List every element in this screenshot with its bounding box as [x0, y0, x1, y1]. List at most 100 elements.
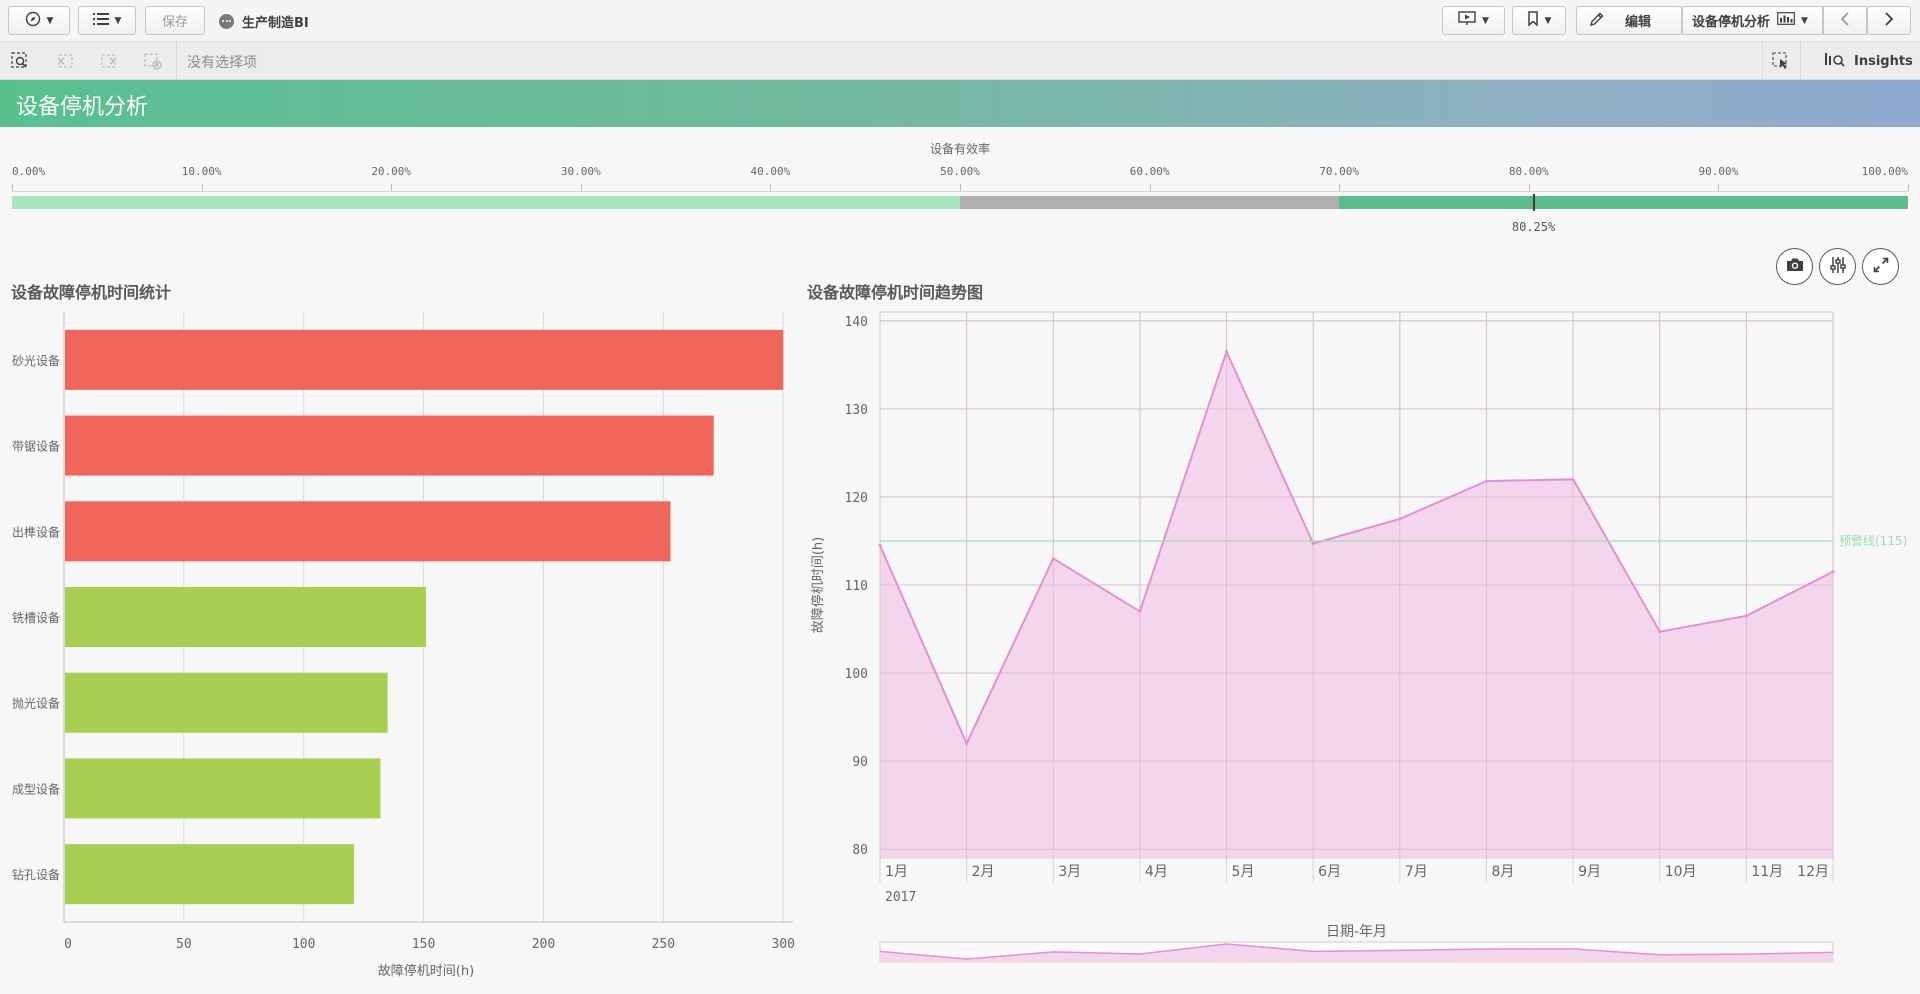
area-chart: 80 90 100 110 120 130 140 1月 2月 3月 4月 5月 6月 7月 8月 9月 10月… [810, 311, 1907, 963]
app-title: 生产制造BI [219, 12, 309, 31]
data-point[interactable] [1051, 557, 1055, 561]
bar-category-label: 抛光设备 [12, 696, 60, 711]
line-y-tick-label: 130 [845, 403, 868, 418]
step-forward-icon[interactable] [98, 51, 120, 71]
data-point[interactable] [1225, 350, 1229, 354]
line-x-tick-label: 8月 [1491, 864, 1514, 880]
data-point[interactable] [1311, 542, 1315, 546]
gauge-tick-label: 40.00% [750, 165, 791, 178]
bar-category-label: 铣槽设备 [12, 611, 60, 625]
line-x-tick-label: 12月 [1797, 864, 1829, 880]
edit-button[interactable]: 编辑 [1576, 6, 1682, 35]
line-x-tick-label: 10月 [1665, 864, 1697, 880]
no-selection-text: 没有选择项 [187, 55, 257, 71]
bookmark-button[interactable]: ▼ [1512, 6, 1566, 35]
sheet-title-band: 设备停机分析 [0, 80, 1920, 127]
gauge-tick-label: 10.00% [181, 165, 222, 178]
selection-bar: 没有选择项 Insights [0, 42, 1920, 80]
gauge-segment[interactable] [12, 196, 960, 209]
reference-line-label: 预警线(115) [1839, 533, 1907, 548]
chevron-down-icon: ▼ [1482, 15, 1489, 26]
previous-sheet-button[interactable] [1823, 6, 1867, 35]
bar[interactable] [65, 672, 388, 733]
data-point[interactable] [878, 543, 882, 547]
line-y-tick-label: 100 [845, 667, 868, 682]
navigation-menu-button[interactable]: ▼ [8, 6, 70, 35]
gauge-tick-mark [1528, 184, 1530, 191]
bar-x-axis-title: 故障停机时间(h) [378, 963, 474, 979]
series-line[interactable] [879, 348, 1834, 746]
next-sheet-button[interactable] [1867, 6, 1911, 35]
bar-chart-title: 设备故障停机时间统计 [11, 283, 172, 302]
line-x-tick-label: 7月 [1405, 864, 1428, 880]
snapshot-button[interactable] [1776, 248, 1813, 285]
chevron-left-icon [1840, 11, 1850, 30]
sheet-title: 设备停机分析 [16, 95, 149, 120]
save-button[interactable]: 保存 [145, 6, 205, 35]
gauge-segment[interactable] [1339, 196, 1908, 209]
bar-x-tick-label: 200 [532, 937, 555, 952]
gauge-tick-mark [1718, 184, 1720, 191]
insights-button[interactable]: Insights [1824, 51, 1913, 71]
bar-category-label: 砂光设备 [12, 354, 60, 368]
chevron-down-icon: ▼ [1801, 15, 1808, 26]
bar[interactable] [65, 329, 784, 390]
gauge-tick-label: 70.00% [1319, 165, 1360, 178]
data-point[interactable] [1744, 614, 1748, 618]
global-menu-button[interactable]: ▼ [78, 6, 136, 35]
line-x-axis-title: 日期-年月 [1326, 924, 1387, 940]
bar-chart: 0 50 100 150 200 250 300 砂光设备带锯设备出榫设备铣槽设备抛光设备成型… [12, 312, 795, 979]
bar-category-label: 成型设备 [12, 782, 60, 796]
gauge-tick-label: 90.00% [1698, 165, 1739, 178]
gauge-tick-mark [1339, 184, 1341, 191]
line-x-tick-label: 9月 [1578, 864, 1601, 880]
bar-x-tick-label: 250 [652, 937, 675, 952]
line-x-tick-label: 11月 [1751, 864, 1783, 880]
bar[interactable] [65, 587, 426, 647]
smart-search-icon[interactable] [10, 51, 32, 71]
line-x-tick-label: 2月 [972, 864, 995, 880]
gauge-tick-mark [201, 184, 203, 191]
data-point[interactable] [1484, 479, 1488, 483]
gauge-segment[interactable] [960, 196, 1340, 209]
insights-label: Insights [1854, 53, 1913, 69]
adjust-button[interactable] [1819, 248, 1856, 285]
bar-x-tick-label: 0 [64, 937, 72, 952]
chevron-down-icon: ▼ [1544, 15, 1552, 26]
gauge-tick-label: 50.00% [940, 165, 980, 178]
bar[interactable] [65, 758, 381, 819]
bar-category-label: 带锯设备 [12, 439, 60, 454]
bar-category-label: 钻孔设备 [12, 867, 60, 882]
step-back-icon[interactable] [54, 51, 76, 71]
camera-icon [1786, 257, 1804, 276]
gauge-tick-mark [12, 184, 13, 191]
gauge-tick-label: 100.00% [1861, 165, 1908, 178]
bar[interactable] [65, 415, 714, 476]
pencil-icon [1589, 11, 1605, 31]
line-y-tick-label: 80 [852, 843, 868, 858]
data-point[interactable] [1571, 477, 1575, 481]
mini-series-line [879, 943, 1834, 960]
gauge-tick-mark [580, 184, 582, 191]
data-point[interactable] [1831, 570, 1835, 574]
bar[interactable] [65, 501, 671, 562]
gauge-tick-label: 30.00% [560, 165, 601, 178]
bar-x-tick-label: 100 [292, 937, 315, 952]
data-point[interactable] [965, 742, 969, 746]
present-button[interactable]: ▼ [1442, 6, 1505, 35]
gauge-tick-mark [1149, 184, 1151, 191]
selection-tool-icon[interactable] [1770, 51, 1792, 71]
gauge-tick-label: 0.00% [12, 165, 46, 178]
line-x-tick-label: 6月 [1318, 864, 1341, 880]
data-point[interactable] [1398, 517, 1402, 521]
data-point[interactable] [1658, 630, 1662, 634]
chevron-down-icon: ▼ [46, 15, 54, 26]
clear-selections-icon[interactable] [142, 51, 164, 71]
expand-button[interactable] [1862, 248, 1899, 285]
line-x-tick-label: 5月 [1232, 864, 1255, 880]
gauge-tick-mark [960, 184, 961, 191]
bar[interactable] [65, 844, 355, 905]
data-point[interactable] [1138, 609, 1142, 613]
sheet-selector-button[interactable]: 设备停机分析 ▼ [1682, 6, 1823, 35]
chevron-down-icon: ▼ [114, 15, 122, 26]
